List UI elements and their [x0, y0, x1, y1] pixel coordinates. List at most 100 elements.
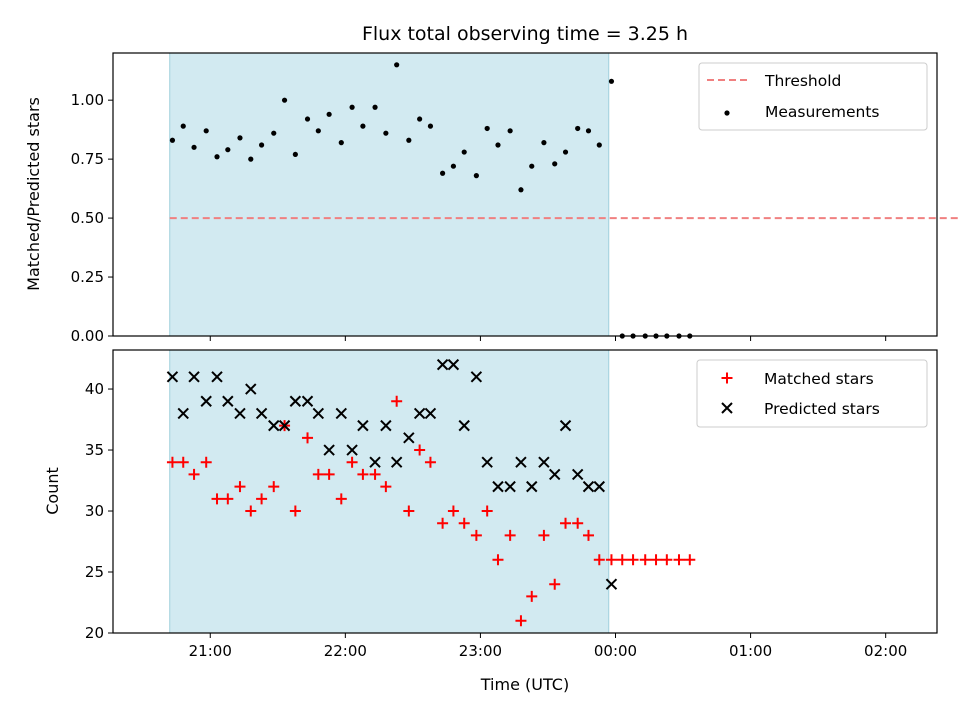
measurement-point — [608, 78, 615, 84]
top-y-axis-label: Matched/Predicted stars — [24, 97, 43, 291]
matched-star-point — [166, 456, 178, 468]
matched-star-point — [627, 554, 639, 566]
predicted-star-point — [424, 407, 437, 420]
measurement-point — [596, 142, 602, 148]
measurement-point — [461, 149, 467, 155]
predicted-star-point — [413, 407, 426, 420]
matched-star-point — [188, 468, 200, 480]
measurement-point — [214, 154, 220, 160]
predicted-star-point — [571, 468, 584, 481]
measurement-point — [484, 125, 490, 132]
measurement-point — [360, 123, 366, 129]
matched-star-point — [515, 615, 527, 627]
measurement-point — [326, 111, 332, 117]
matched-star-point — [504, 529, 516, 541]
y-tick-label: 1.00 — [71, 91, 104, 109]
predicted-star-point — [245, 383, 257, 395]
predicted-star-point — [559, 419, 572, 432]
predicted-star-point — [481, 456, 493, 468]
measurement-point — [562, 149, 569, 155]
predicted-star-point — [312, 407, 325, 420]
predicted-star-point — [278, 419, 291, 432]
measurement-point — [495, 142, 501, 148]
predicted-star-point — [222, 395, 234, 407]
measurement-point — [518, 187, 524, 193]
matched-star-point — [268, 481, 280, 493]
measurement-point — [529, 163, 535, 169]
matched-star-point — [470, 529, 482, 541]
predicted-star-point — [166, 371, 179, 383]
matched-star-point — [369, 468, 381, 480]
x-tick-label: 02:00 — [864, 642, 907, 660]
matched-star-point — [673, 554, 685, 566]
measurement-point — [507, 128, 513, 134]
predicted-star-point — [335, 407, 347, 420]
legend-box — [696, 359, 928, 428]
measurement-point — [191, 144, 197, 150]
measurement-point — [203, 128, 209, 134]
predicted-star-point — [346, 444, 358, 456]
predicted-star-point — [492, 480, 504, 493]
measurement-point — [180, 123, 186, 129]
y-tick-label: 0.75 — [71, 150, 104, 168]
legend-top: Threshold Measurements — [698, 62, 928, 131]
measurement-point — [292, 151, 298, 158]
legend-matched-label: Matched stars — [764, 370, 874, 388]
legend-measurements-label: Measurements — [765, 103, 880, 121]
predicted-star-point — [458, 419, 470, 432]
measurement-point — [237, 135, 243, 141]
predicted-star-point — [538, 456, 550, 468]
matched-star-point — [458, 517, 470, 529]
legend-bottom: Matched stars Predicted stars — [696, 359, 928, 428]
observing-window — [169, 349, 610, 634]
measurement-point — [427, 123, 434, 129]
predicted-star-point — [268, 419, 280, 432]
measurement-point — [450, 163, 457, 169]
measurement-point — [383, 130, 389, 136]
legend-predicted-swatch — [721, 402, 733, 414]
legend-threshold-label: Threshold — [764, 72, 841, 90]
matched-star-point — [538, 529, 550, 541]
y-tick-label: 30 — [85, 502, 104, 520]
predicted-star-point — [177, 407, 189, 420]
measurement-point — [473, 173, 479, 179]
measurement-point — [349, 104, 355, 110]
measurement-point — [338, 140, 344, 146]
matched-star-point — [560, 517, 572, 529]
matched-star-point — [492, 554, 504, 566]
bottom-y-axis-label: Count — [43, 467, 62, 515]
plot-frame — [112, 52, 938, 337]
predicted-star-point — [369, 456, 381, 468]
matched-star-point — [312, 468, 324, 480]
measurement-point — [304, 116, 311, 122]
measurement-point — [248, 156, 254, 162]
matched-star-point — [391, 395, 403, 407]
measurement-point — [552, 161, 558, 167]
matched-star-point — [357, 468, 369, 480]
predicted-star-point — [390, 456, 403, 468]
observing-window — [169, 52, 610, 337]
matched-star-point — [572, 517, 584, 529]
measurement-point — [225, 147, 231, 153]
matched-star-point — [447, 505, 459, 517]
matched-star-point — [650, 554, 662, 566]
matched-star-point — [234, 481, 246, 493]
predicted-star-point — [357, 419, 369, 432]
legend-measurements-swatch — [724, 110, 730, 116]
y-tick-label: 20 — [85, 624, 104, 642]
predicted-star-point — [255, 407, 268, 420]
measurement-point — [372, 104, 378, 110]
y-tick-label: 40 — [85, 380, 104, 398]
predicted-star-point — [211, 371, 223, 383]
measurement-point — [394, 62, 400, 68]
matched-star-point — [684, 554, 696, 566]
measurement-point — [258, 142, 265, 148]
matched-star-point — [177, 456, 189, 468]
measurement-point — [169, 137, 176, 143]
y-tick-label: 0.50 — [71, 209, 104, 227]
matched-star-point — [414, 444, 426, 456]
x-tick-label: 00:00 — [594, 642, 637, 660]
y-tick-label: 25 — [85, 563, 104, 581]
predicted-star-point — [582, 480, 595, 493]
